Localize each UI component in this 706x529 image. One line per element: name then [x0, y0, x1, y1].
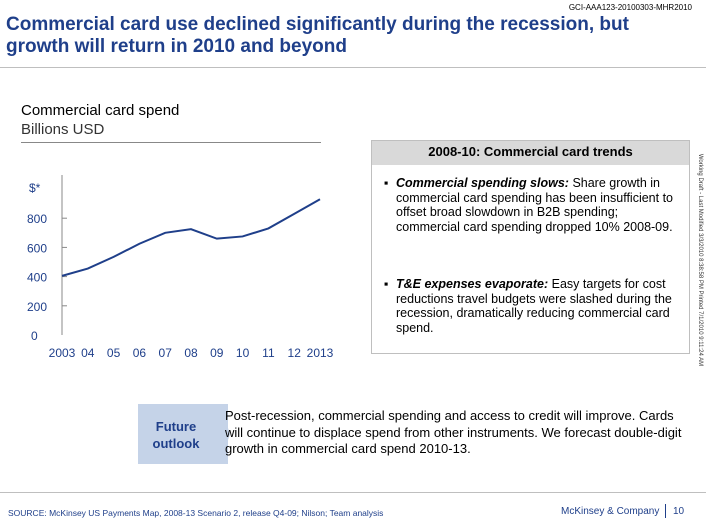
y-tick-label: 0	[31, 329, 38, 343]
x-tick-label: 07	[159, 346, 173, 360]
page-number: 10	[673, 506, 685, 517]
x-tick-label: 09	[210, 346, 224, 360]
footer-separator	[665, 504, 666, 518]
bullet-icon: ▪	[384, 176, 389, 190]
trend-bullet-body: Commercial spending slows: Share growth …	[396, 176, 684, 234]
x-tick-label: 10	[236, 346, 250, 360]
source-note: SOURCE: McKinsey US Payments Map, 2008-1…	[8, 508, 384, 518]
trend-bullet-te: ▪ T&E expenses evaporate: Easy targets f…	[384, 277, 684, 335]
spend-line-chart: $* 0 200 400 600 800 2003 04 05 06 07 08 09 10 11 12 201…	[27, 175, 334, 360]
page-title: Commercial card use declined significant…	[6, 14, 629, 57]
x-tick-label: 2013	[307, 346, 334, 360]
x-tick-label: 06	[133, 346, 147, 360]
trend-bullet-spending: ▪ Commercial spending slows: Share growt…	[384, 176, 684, 234]
footer-divider	[0, 492, 706, 493]
x-tick-label: 2003	[49, 346, 76, 360]
title-divider	[0, 67, 706, 68]
x-tick-label: 05	[107, 346, 121, 360]
x-tick-label: 12	[288, 346, 302, 360]
brand-name: McKinsey & Company	[561, 506, 660, 517]
outlook-label: Future outlook	[152, 419, 200, 451]
x-tick-label: 11	[262, 346, 275, 360]
chart-unit: Billions USD	[21, 121, 105, 138]
y-tick-label: 800	[27, 212, 47, 226]
y-tick-label: 200	[27, 300, 47, 314]
trend-bullet-heading: Commercial spending slows:	[396, 176, 569, 190]
trend-bullet-text: Share growth in commercial card spending…	[396, 176, 674, 234]
bullet-icon: ▪	[384, 277, 389, 291]
trend-bullet-body: T&E expenses evaporate: Easy targets for…	[396, 277, 684, 335]
spend-series-line	[61, 198, 321, 277]
document-id: GCI-AAA123-20100303-MHR2010	[568, 3, 692, 12]
x-tick-label: 08	[184, 346, 198, 360]
draft-stamp: Working Draft - Last Modified 3/3/2010 8…	[697, 153, 703, 367]
chart-title-divider	[21, 142, 321, 143]
y-tick-label: 400	[27, 271, 47, 285]
y-tick-label: 600	[27, 241, 47, 255]
trends-header: 2008-10: Commercial card trends	[372, 141, 689, 165]
outlook-arrow-icon	[220, 404, 230, 464]
y-axis-label: $*	[29, 181, 41, 195]
chart-title: Commercial card spend	[21, 102, 180, 119]
outlook-text: Post-recession, commercial spending and …	[225, 408, 682, 456]
trend-bullet-heading: T&E expenses evaporate:	[396, 277, 549, 291]
trends-panel: 2008-10: Commercial card trends ▪ Commer…	[371, 140, 690, 354]
x-tick-label: 04	[81, 346, 95, 360]
trend-bullet-text: Easy targets for cost reductions travel …	[396, 277, 672, 335]
